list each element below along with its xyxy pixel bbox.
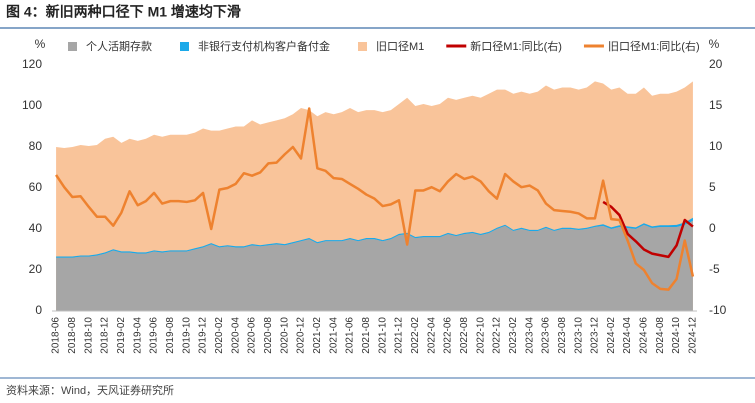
legend-label: 非银行支付机构客户备付金 [198, 39, 330, 53]
x-tick-label: 2020-06 [247, 317, 258, 354]
x-tick-label: 2019-08 [165, 317, 176, 354]
x-tick-label: 2019-02 [116, 317, 127, 354]
area-series [56, 220, 693, 311]
x-tick-label: 2023-12 [590, 317, 601, 354]
x-tick-label: 2024-08 [655, 317, 666, 354]
x-tick-label: 2024-10 [671, 317, 682, 354]
x-tick-label: 2020-08 [263, 317, 274, 354]
x-tick-label: 2021-08 [361, 317, 372, 354]
x-tick-label: 2024-06 [639, 317, 650, 354]
y2-tick-label: 0 [709, 221, 716, 235]
x-tick-label: 2019-06 [149, 317, 160, 354]
y-tick-label: 120 [22, 57, 42, 71]
legend-label: 旧口径M1 [376, 40, 424, 53]
x-tick-label: 2022-06 [443, 317, 454, 354]
x-tick-label: 2022-12 [492, 317, 503, 354]
x-tick-label: 2022-08 [459, 317, 470, 354]
x-tick-label: 2022-10 [475, 317, 486, 354]
y-tick-label: 60 [29, 180, 43, 194]
x-tick-label: 2021-12 [394, 317, 405, 354]
y-tick-label: 20 [29, 262, 43, 276]
y2-tick-label: -10 [709, 303, 727, 317]
y2-tick-label: 15 [709, 98, 723, 112]
x-tick-label: 2018-12 [100, 317, 111, 354]
x-tick-label: 2018-08 [67, 317, 78, 354]
x-tick-label: 2024-04 [622, 317, 633, 354]
x-tick-label: 2020-04 [230, 317, 241, 354]
x-tick-label: 2018-10 [83, 317, 94, 354]
x-tick-label: 2021-06 [345, 317, 356, 354]
chart-title: 图 4：新旧两种口径下 M1 增速均下滑 [6, 4, 241, 20]
x-tick-label: 2022-04 [426, 317, 437, 354]
legend-label: 新口径M1:同比(右) [470, 39, 562, 53]
x-tick-label: 2022-02 [410, 317, 421, 354]
x-tick-label: 2019-10 [181, 317, 192, 354]
x-tick-label: 2018-06 [51, 317, 62, 354]
x-tick-label: 2021-10 [377, 317, 388, 354]
source-note: 资料来源：Wind，天风证券研究所 [6, 383, 174, 397]
y-axis-unit: % [35, 37, 46, 51]
x-tick-label: 2021-02 [312, 317, 323, 354]
line-series [55, 107, 695, 291]
y-tick-label: 40 [29, 221, 43, 235]
legend-swatch [180, 42, 189, 51]
x-tick-label: 2019-12 [198, 317, 209, 354]
y2-tick-label: 5 [709, 180, 716, 194]
legend-swatch [68, 42, 77, 51]
line-series [602, 200, 694, 259]
x-tick-label: 2023-10 [573, 317, 584, 354]
legend-label: 个人活期存款 [86, 39, 152, 53]
y2-tick-label: -5 [709, 262, 720, 276]
x-tick-label: 2021-04 [328, 317, 339, 354]
legend-label: 旧口径M1:同比(右) [608, 39, 700, 53]
x-tick-label: 2020-02 [214, 317, 225, 354]
x-tick-label: 2023-06 [541, 317, 552, 354]
x-tick-label: 2020-10 [279, 317, 290, 354]
x-tick-label: 2023-02 [508, 317, 519, 354]
x-tick-label: 2019-04 [132, 317, 143, 354]
y2-axis-unit: % [709, 37, 720, 51]
x-tick-label: 2023-04 [524, 317, 535, 354]
y-tick-label: 0 [35, 303, 42, 317]
x-tick-label: 2024-12 [688, 317, 699, 354]
legend-swatch [358, 42, 367, 51]
y-tick-label: 80 [29, 139, 43, 153]
y2-tick-label: 10 [709, 139, 723, 153]
y-tick-label: 100 [22, 98, 42, 112]
y2-tick-label: 20 [709, 57, 723, 71]
x-tick-label: 2020-12 [296, 317, 307, 354]
x-tick-label: 2023-08 [557, 317, 568, 354]
x-tick-label: 2024-02 [606, 317, 617, 354]
